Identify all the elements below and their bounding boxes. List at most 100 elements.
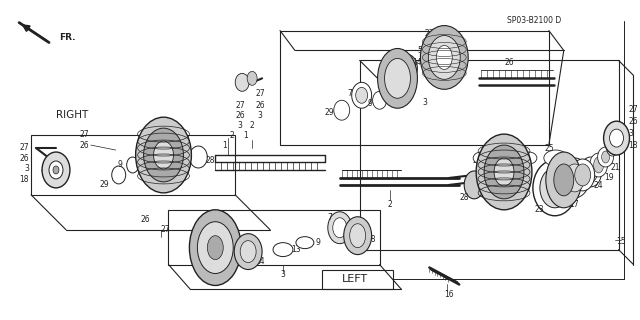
Text: 3: 3 (237, 121, 243, 130)
Ellipse shape (207, 236, 223, 260)
Text: 27: 27 (19, 142, 29, 152)
Text: 28: 28 (460, 193, 469, 202)
Text: 3: 3 (24, 164, 29, 173)
Text: 26: 26 (19, 154, 29, 163)
Ellipse shape (580, 157, 602, 187)
Text: 18: 18 (20, 175, 29, 184)
Ellipse shape (112, 166, 125, 184)
Text: 27: 27 (628, 105, 638, 114)
Text: 7: 7 (348, 89, 352, 98)
Text: 18: 18 (628, 140, 638, 149)
Ellipse shape (154, 141, 173, 169)
Ellipse shape (49, 161, 63, 179)
Text: 8: 8 (427, 68, 432, 77)
Ellipse shape (328, 212, 352, 244)
Ellipse shape (494, 158, 514, 186)
Ellipse shape (484, 145, 524, 199)
Text: 26: 26 (424, 41, 434, 50)
Ellipse shape (554, 164, 573, 196)
Ellipse shape (575, 164, 591, 186)
Text: 21: 21 (611, 164, 620, 172)
Text: 15: 15 (616, 237, 625, 246)
Text: 26: 26 (628, 117, 638, 126)
Ellipse shape (349, 224, 365, 248)
Ellipse shape (333, 218, 347, 238)
Ellipse shape (236, 73, 249, 91)
Text: 17: 17 (569, 200, 579, 209)
Ellipse shape (385, 59, 410, 98)
Ellipse shape (356, 87, 367, 103)
Text: RIGHT: RIGHT (56, 110, 88, 120)
Ellipse shape (53, 166, 59, 174)
Ellipse shape (533, 160, 577, 216)
Text: 25: 25 (544, 144, 554, 153)
Ellipse shape (436, 45, 452, 69)
Ellipse shape (381, 81, 394, 99)
Ellipse shape (420, 26, 468, 89)
Text: 8: 8 (602, 133, 607, 143)
Text: 6: 6 (191, 233, 196, 242)
Ellipse shape (189, 146, 207, 168)
Text: 14: 14 (255, 257, 265, 266)
Ellipse shape (401, 60, 413, 77)
Ellipse shape (584, 162, 598, 182)
Text: 27: 27 (161, 225, 170, 234)
Text: 1: 1 (243, 131, 248, 140)
Ellipse shape (136, 117, 191, 193)
Ellipse shape (609, 129, 623, 147)
Ellipse shape (378, 49, 417, 108)
Ellipse shape (397, 54, 417, 82)
Text: 20: 20 (572, 188, 582, 197)
Text: 26: 26 (236, 111, 245, 120)
Text: 12: 12 (479, 190, 489, 199)
Text: 26: 26 (141, 215, 150, 224)
Text: 2: 2 (250, 121, 255, 130)
Text: 29: 29 (472, 156, 482, 164)
Text: 12: 12 (178, 173, 187, 182)
Ellipse shape (604, 121, 630, 155)
Text: 29: 29 (99, 180, 109, 189)
Text: 9: 9 (367, 99, 372, 108)
Text: 2: 2 (230, 131, 235, 140)
Ellipse shape (564, 164, 585, 192)
Text: 9: 9 (118, 160, 123, 170)
Ellipse shape (594, 157, 604, 173)
Ellipse shape (344, 217, 372, 255)
Ellipse shape (476, 134, 532, 210)
Text: 28: 28 (205, 156, 215, 164)
Ellipse shape (240, 241, 256, 262)
Text: 29: 29 (325, 108, 335, 117)
Ellipse shape (598, 147, 614, 167)
Text: 9: 9 (480, 173, 484, 182)
Text: FR.: FR. (59, 33, 76, 42)
Text: 13: 13 (291, 245, 301, 254)
Text: 3: 3 (280, 270, 285, 279)
Text: 28: 28 (367, 235, 376, 244)
Ellipse shape (296, 237, 314, 249)
Ellipse shape (334, 100, 349, 120)
Text: 27: 27 (484, 142, 494, 152)
Text: 7: 7 (327, 213, 332, 222)
Text: 26: 26 (504, 58, 514, 67)
Text: 27: 27 (236, 101, 245, 110)
Text: 3: 3 (422, 98, 427, 107)
Ellipse shape (143, 128, 184, 182)
Ellipse shape (247, 71, 257, 85)
Text: 9: 9 (316, 238, 320, 247)
Ellipse shape (42, 152, 70, 188)
Ellipse shape (127, 157, 139, 173)
Text: 27: 27 (424, 29, 434, 38)
Ellipse shape (234, 234, 262, 269)
Text: 27: 27 (255, 89, 265, 98)
Text: 16: 16 (444, 290, 454, 299)
Text: 27: 27 (79, 130, 89, 139)
Ellipse shape (372, 91, 387, 109)
Text: 26: 26 (79, 140, 89, 149)
Ellipse shape (428, 36, 460, 79)
Text: 1: 1 (222, 140, 227, 149)
Ellipse shape (197, 222, 233, 274)
Ellipse shape (544, 150, 568, 166)
Ellipse shape (521, 152, 537, 164)
Ellipse shape (473, 152, 489, 164)
Ellipse shape (189, 210, 241, 285)
